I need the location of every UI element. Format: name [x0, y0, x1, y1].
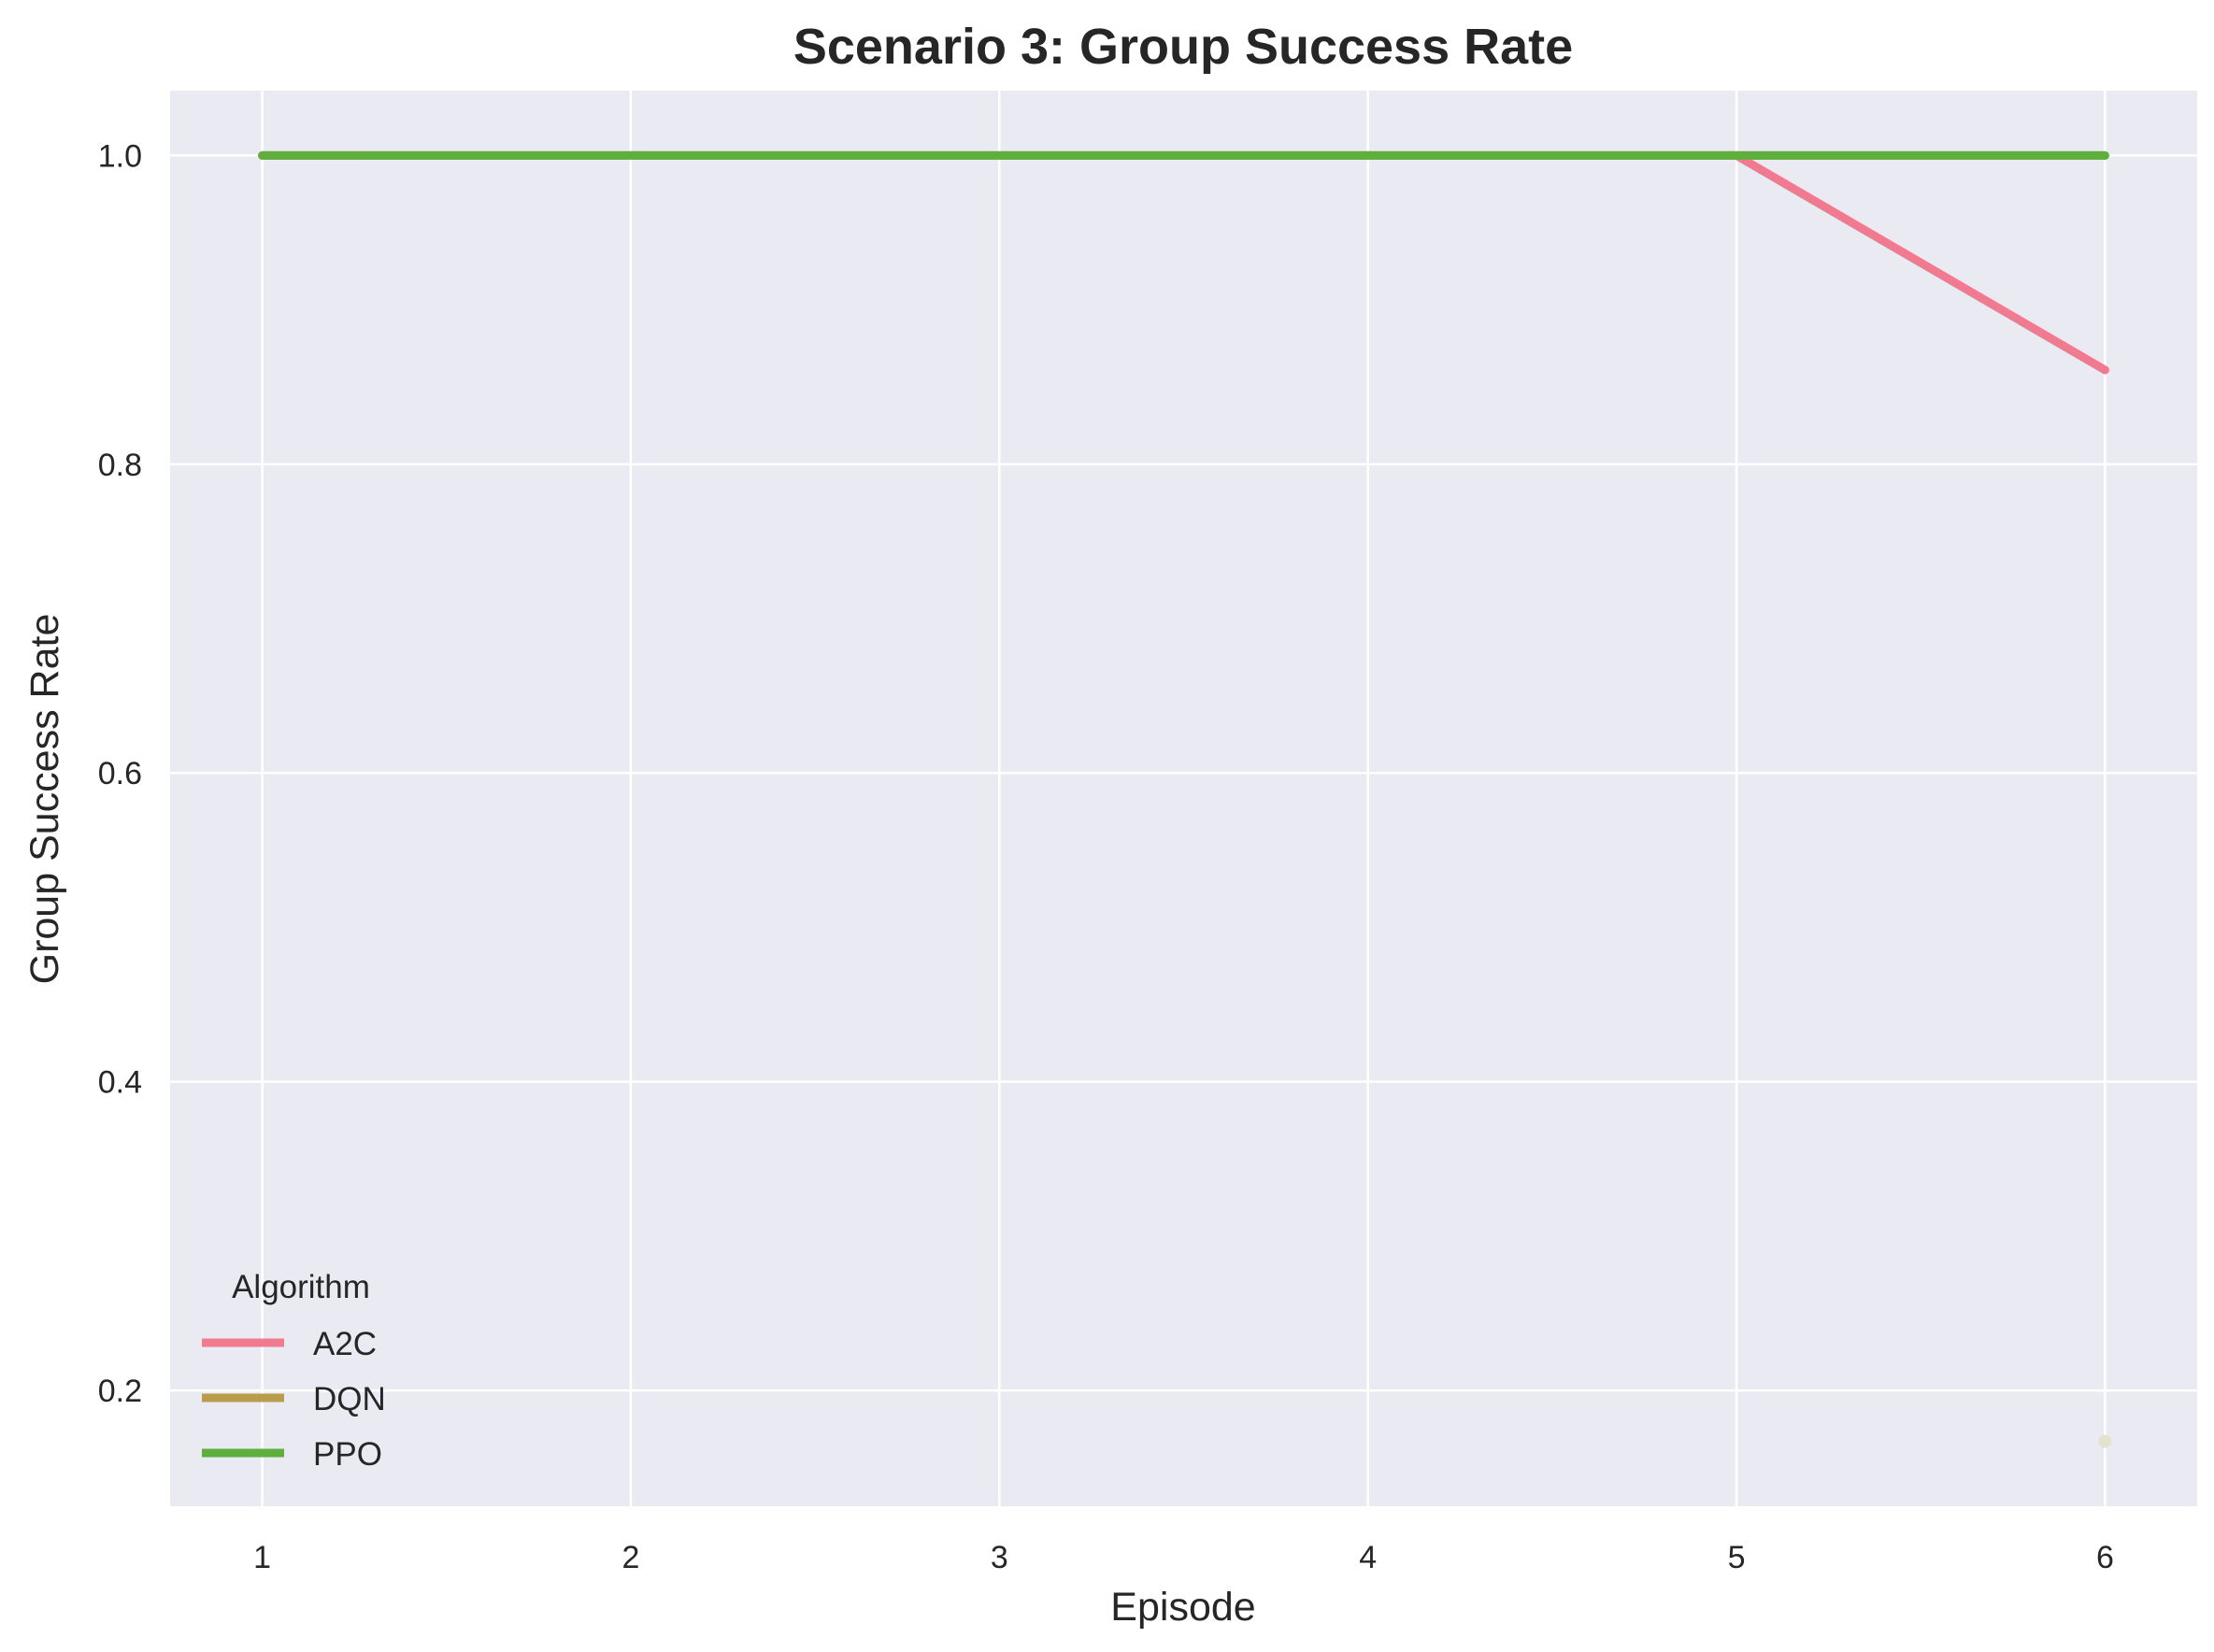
y-tick-labels: 0.2 0.4 0.6 0.8 1.0 — [98, 138, 142, 1409]
x-tick-label: 4 — [1359, 1540, 1377, 1575]
y-tick-label: 0.8 — [98, 448, 142, 483]
legend-label-dqn: DQN — [313, 1381, 386, 1417]
y-tick-label: 0.2 — [98, 1374, 142, 1409]
x-tick-label: 2 — [621, 1540, 639, 1575]
legend-title: Algorithm — [232, 1269, 370, 1305]
y-tick-label: 1.0 — [98, 138, 142, 174]
x-tick-label: 3 — [991, 1540, 1008, 1575]
legend-label-ppo: PPO — [313, 1436, 382, 1473]
x-tick-label: 6 — [2096, 1540, 2114, 1575]
y-axis-label: Group Success Rate — [22, 614, 67, 985]
legend-items: A2C DQN PPO — [202, 1326, 386, 1473]
x-tick-label: 5 — [1728, 1540, 1746, 1575]
x-tick-labels: 1 2 3 4 5 6 — [253, 1540, 2114, 1575]
x-axis-label: Episode — [1110, 1585, 1255, 1630]
data-point — [2098, 1434, 2112, 1448]
legend: Algorithm A2C DQN PPO — [202, 1269, 386, 1473]
y-tick-label: 0.6 — [98, 756, 142, 791]
y-tick-label: 0.4 — [98, 1065, 142, 1101]
legend-label-a2c: A2C — [313, 1326, 377, 1362]
series-layer — [258, 150, 2112, 1448]
plot-area — [170, 91, 2197, 1506]
chart-title: Scenario 3: Group Success Rate — [793, 19, 1573, 75]
x-tick-label: 1 — [253, 1540, 271, 1575]
